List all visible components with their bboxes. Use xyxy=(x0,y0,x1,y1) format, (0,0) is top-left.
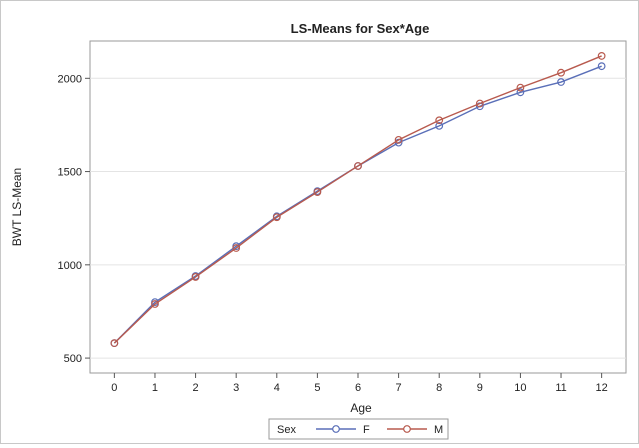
y-tick-label: 1000 xyxy=(58,260,82,272)
y-tick-label: 2000 xyxy=(58,73,82,85)
data-point-m xyxy=(597,52,606,60)
data-point-m xyxy=(151,300,159,308)
chart-title: LS-Means for Sex*Age xyxy=(291,21,430,36)
x-tick-label: 1 xyxy=(152,382,158,394)
x-tick-label: 9 xyxy=(477,382,483,394)
data-point-m xyxy=(110,339,119,348)
x-tick-label: 4 xyxy=(274,382,280,394)
legend-marker-f xyxy=(332,425,340,433)
data-point-m xyxy=(232,244,241,252)
series-line-m xyxy=(113,55,602,344)
y-tick-label: 500 xyxy=(64,353,82,365)
data-point-m xyxy=(516,83,525,92)
y-tick-label: 1500 xyxy=(58,167,82,179)
legend-box xyxy=(268,418,449,440)
data-point-m xyxy=(354,162,362,170)
x-axis: 0 1 2 3 4 5 6 7 8 9 10 11 12 xyxy=(111,373,608,394)
data-point-m xyxy=(394,135,403,144)
data-point-f xyxy=(435,121,444,130)
x-tick-label: 2 xyxy=(193,382,199,394)
x-tick-label: 6 xyxy=(355,382,361,394)
x-tick-label: 10 xyxy=(514,382,526,394)
x-tick-label: 0 xyxy=(111,382,117,394)
data-point-m xyxy=(313,188,322,196)
data-point-m xyxy=(272,213,281,222)
legend-marker-m xyxy=(403,425,411,433)
legend-label-f: F xyxy=(363,424,370,436)
x-tick-label: 5 xyxy=(314,382,320,394)
series-layer xyxy=(110,52,606,348)
legend-title: Sex xyxy=(277,424,296,436)
y-axis: 500 1000 1500 2000 xyxy=(58,73,90,365)
x-tick-label: 11 xyxy=(555,382,566,394)
data-point-m xyxy=(435,116,444,125)
x-tick-label: 12 xyxy=(596,382,608,394)
data-point-f xyxy=(557,78,565,86)
data-point-m xyxy=(557,68,565,77)
data-point-f xyxy=(597,62,606,71)
x-axis-label: Age xyxy=(350,401,372,415)
data-point-f xyxy=(516,88,525,97)
x-tick-label: 7 xyxy=(396,382,402,394)
x-tick-label: 3 xyxy=(233,382,239,394)
plot-area xyxy=(89,40,627,374)
x-tick-label: 8 xyxy=(436,382,442,394)
data-point-m xyxy=(475,99,484,108)
grid-layer xyxy=(90,77,626,359)
y-axis-label: BWT LS-Mean xyxy=(10,168,24,246)
data-point-m xyxy=(191,273,200,281)
legend-label-m: M xyxy=(434,424,443,436)
